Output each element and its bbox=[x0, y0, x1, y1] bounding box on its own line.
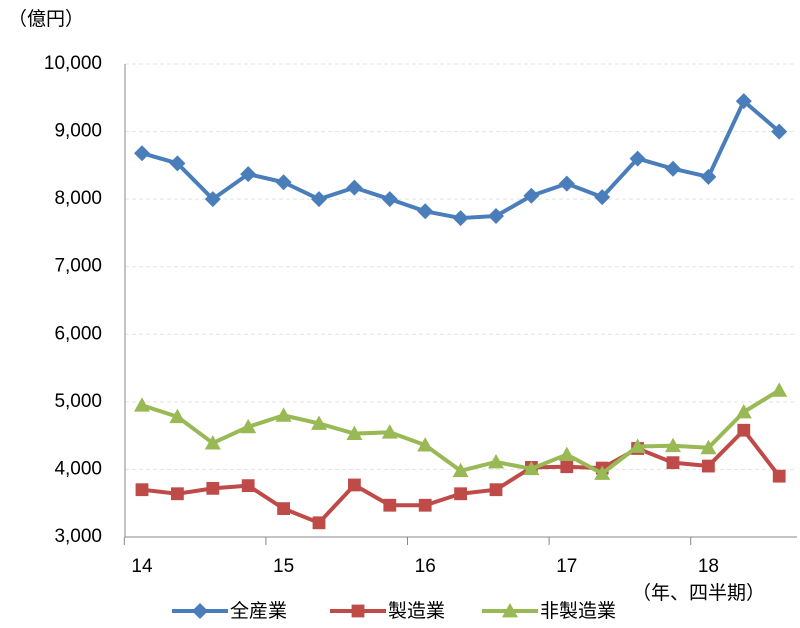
marker bbox=[735, 403, 752, 419]
marker bbox=[772, 469, 786, 483]
marker bbox=[558, 175, 575, 192]
marker bbox=[560, 460, 574, 474]
marker bbox=[346, 179, 363, 196]
marker bbox=[275, 174, 292, 191]
marker bbox=[629, 150, 646, 167]
marker bbox=[169, 408, 186, 424]
legend-marker bbox=[502, 603, 518, 618]
marker bbox=[523, 460, 540, 476]
marker bbox=[204, 191, 221, 208]
marker bbox=[206, 481, 220, 495]
x-tick-label: 14 bbox=[131, 556, 153, 577]
marker bbox=[418, 498, 432, 512]
legend-label: 非製造業 bbox=[540, 600, 616, 622]
marker bbox=[700, 439, 717, 455]
marker bbox=[735, 93, 752, 110]
marker bbox=[204, 435, 221, 450]
series-line bbox=[141, 99, 781, 221]
marker bbox=[135, 483, 149, 497]
marker bbox=[771, 382, 788, 397]
y-tick-label: 5,000 bbox=[54, 391, 102, 412]
y-unit: （億円） bbox=[8, 8, 84, 30]
marker bbox=[558, 446, 575, 461]
legend-label: 全産業 bbox=[230, 600, 287, 622]
marker bbox=[488, 453, 504, 469]
y-tick-label: 8,000 bbox=[54, 188, 102, 209]
y-tick-label: 7,000 bbox=[54, 256, 102, 277]
marker bbox=[134, 397, 150, 412]
marker bbox=[311, 415, 327, 430]
marker bbox=[594, 189, 611, 206]
marker bbox=[241, 479, 255, 493]
marker bbox=[240, 418, 257, 434]
marker bbox=[629, 438, 646, 453]
marker bbox=[702, 459, 715, 473]
y-tick-label: 6,000 bbox=[54, 323, 102, 344]
y-tick-label: 3,000 bbox=[54, 526, 102, 547]
x-tick-label: 18 bbox=[698, 556, 719, 577]
marker bbox=[594, 465, 611, 480]
marker bbox=[134, 145, 150, 162]
x-tick-label: 16 bbox=[415, 556, 436, 577]
x-tick-label: 15 bbox=[273, 556, 294, 577]
series-line bbox=[141, 388, 781, 476]
y-tick-label: 4,000 bbox=[54, 458, 102, 479]
marker bbox=[489, 483, 503, 497]
marker bbox=[171, 487, 184, 501]
marker bbox=[454, 487, 467, 501]
y-tick-label: 9,000 bbox=[54, 121, 102, 142]
marker bbox=[666, 456, 680, 470]
marker bbox=[665, 160, 681, 177]
marker bbox=[277, 502, 290, 516]
marker bbox=[665, 437, 681, 453]
marker bbox=[452, 462, 469, 478]
marker bbox=[348, 478, 361, 492]
marker bbox=[737, 423, 751, 437]
marker bbox=[523, 187, 540, 204]
marker bbox=[240, 166, 257, 183]
marker bbox=[488, 208, 504, 225]
marker bbox=[452, 210, 469, 227]
marker bbox=[381, 424, 398, 439]
marker bbox=[417, 203, 434, 220]
marker bbox=[381, 191, 398, 208]
y-tick-label: 10,000 bbox=[44, 53, 102, 74]
marker bbox=[312, 516, 326, 530]
marker bbox=[275, 407, 292, 422]
legend-marker bbox=[351, 604, 365, 618]
legend-marker bbox=[192, 603, 208, 619]
marker bbox=[169, 155, 186, 172]
marker bbox=[346, 425, 363, 441]
marker bbox=[771, 123, 788, 140]
marker bbox=[417, 437, 434, 452]
x-tick-label: 17 bbox=[556, 556, 577, 577]
marker bbox=[700, 168, 717, 185]
marker bbox=[311, 191, 327, 208]
marker bbox=[383, 498, 397, 512]
legend-label: 製造業 bbox=[388, 600, 445, 622]
x-unit: （年、四半期） bbox=[632, 582, 765, 604]
